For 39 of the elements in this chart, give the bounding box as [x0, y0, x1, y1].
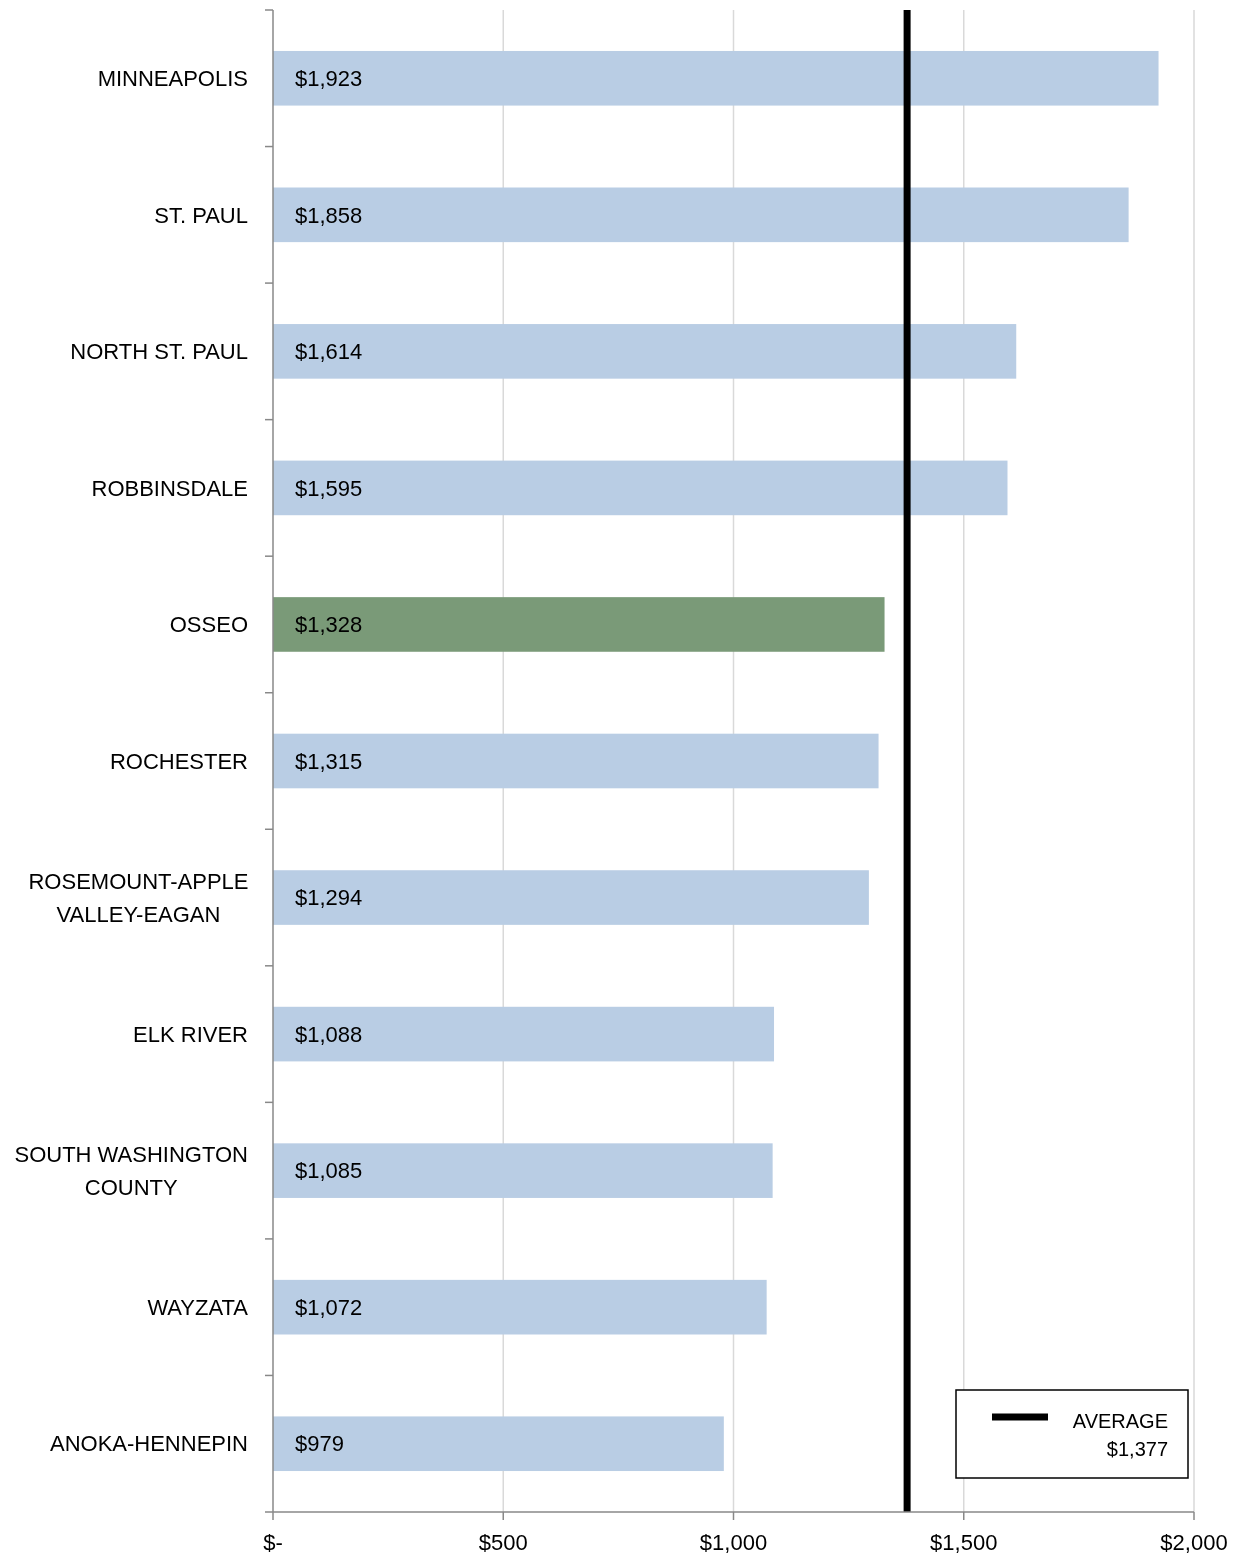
x-tick-label: $2,000 — [1160, 1530, 1228, 1555]
y-tick-label: ROBBINSDALE — [91, 475, 248, 501]
y-tick-label: ROSEMOUNT-APPLE VALLEY-EAGAN — [28, 868, 249, 927]
bar — [273, 1143, 773, 1198]
x-tick-label: $1,500 — [930, 1530, 998, 1555]
bar — [273, 870, 869, 925]
y-tick-label: WAYZATA — [147, 1294, 249, 1320]
bar — [273, 1416, 724, 1472]
bar — [273, 460, 1008, 516]
data-label: $1,858 — [295, 202, 363, 228]
y-tick-label: ST. PAUL — [154, 202, 248, 228]
data-label: $1,294 — [295, 885, 363, 911]
x-tick-label: $- — [263, 1530, 283, 1555]
data-label: $1,085 — [295, 1158, 363, 1184]
x-tick-label: $500 — [478, 1530, 528, 1555]
y-tick-label: SOUTH WASHINGTON COUNTY — [14, 1141, 248, 1200]
y-tick-label: MINNEAPOLIS — [97, 65, 248, 91]
data-label: $979 — [295, 1431, 344, 1457]
y-tick-label: ANOKA-HENNEPIN — [49, 1431, 248, 1457]
data-label: $1,923 — [295, 65, 363, 91]
data-label: $1,328 — [295, 612, 363, 638]
x-tick-label: $1,000 — [699, 1530, 768, 1555]
bar — [273, 1006, 775, 1062]
data-label: $1,088 — [295, 1021, 363, 1047]
y-tick-label: ELK RIVER — [133, 1021, 248, 1047]
bar — [273, 1279, 767, 1335]
ref-line-label: AVERAGE $1,377 — [1072, 1410, 1168, 1460]
y-tick-label: NORTH ST. PAUL — [70, 339, 248, 365]
bar — [273, 50, 1159, 106]
bar — [273, 324, 1017, 379]
bar — [273, 187, 1129, 243]
data-label: $1,072 — [295, 1294, 363, 1320]
data-label: $1,315 — [295, 748, 363, 774]
bar — [273, 597, 885, 652]
data-label: $1,595 — [295, 475, 363, 501]
y-tick-label: OSSEO — [169, 612, 248, 638]
data-label: $1,614 — [295, 339, 363, 365]
bar — [273, 733, 879, 789]
y-tick-label: ROCHESTER — [109, 748, 248, 774]
